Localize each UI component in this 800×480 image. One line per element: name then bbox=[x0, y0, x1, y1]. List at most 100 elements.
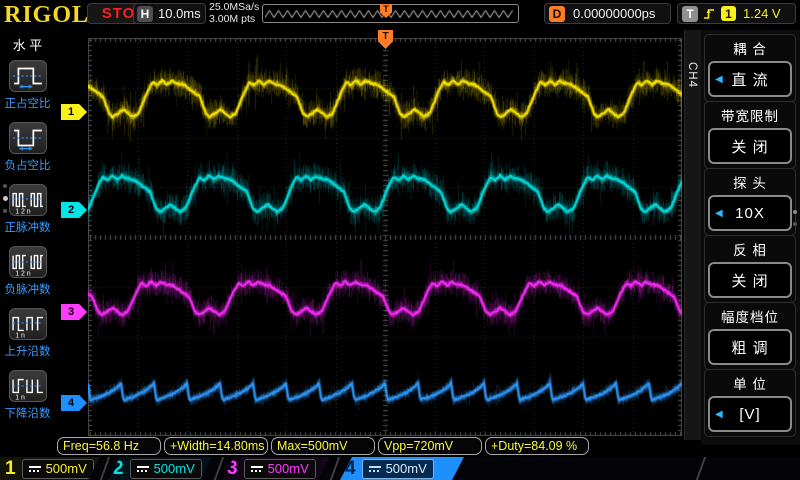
channel-number: 2 bbox=[113, 457, 124, 480]
menu-value: 关 闭 bbox=[731, 270, 768, 291]
menu-label-coupling: 耦 合 bbox=[708, 37, 792, 61]
softkey-menu: 耦 合 ◀ 直 流 带宽限制 关 闭 探 头 ◀ 10X 反 相 关 闭 bbox=[701, 30, 800, 445]
sidebar-item-falling-edge-count[interactable]: 1 n 下降沿数 bbox=[0, 370, 55, 421]
chevron-left-icon: ◀ bbox=[715, 409, 724, 420]
sidebar-label: 负脉冲数 bbox=[0, 281, 55, 297]
sidebar-item-negative-pulse-count[interactable]: 1 2 n 负脉冲数 bbox=[0, 246, 55, 297]
menu-value: [V] bbox=[739, 406, 760, 423]
sidebar-title-horizontal: 水 平 bbox=[0, 35, 55, 54]
divider bbox=[214, 457, 224, 480]
sidebar-item-positive-duty-cycle[interactable]: 正占空比 bbox=[0, 60, 55, 111]
menu-value: 关 闭 bbox=[731, 136, 768, 157]
channel-number: 4 bbox=[345, 457, 356, 480]
negative-pulse-count-icon: 1 2 n bbox=[9, 246, 47, 278]
channel-4-position-marker[interactable]: 4 bbox=[61, 395, 87, 411]
delay-badge: D bbox=[549, 6, 565, 22]
measurement-vpp: Vpp=720mV bbox=[378, 437, 482, 455]
svg-text:1 n: 1 n bbox=[15, 394, 25, 401]
horizontal-badge: H bbox=[137, 6, 153, 22]
channel-3-position-marker[interactable]: 3 bbox=[61, 304, 87, 320]
active-channel-tab: CH4 bbox=[686, 62, 698, 88]
sidebar-label: 正占空比 bbox=[0, 95, 55, 111]
positive-pulse-count-icon: 1 2 n bbox=[9, 184, 47, 216]
menu-button-unit[interactable]: ◀ [V] bbox=[708, 396, 792, 432]
menu-value: 粗 调 bbox=[731, 337, 768, 358]
menu-button-invert[interactable]: 关 闭 bbox=[708, 262, 792, 298]
menu-label-probe: 探 头 bbox=[708, 171, 792, 195]
measurement-pwidth: +Width=14.80ms bbox=[164, 437, 268, 455]
dc-coupling-icon bbox=[369, 466, 381, 472]
dc-coupling-icon bbox=[137, 466, 149, 472]
rigol-logo: RIGOL bbox=[4, 2, 89, 29]
menu-label-invert: 反 相 bbox=[708, 238, 792, 262]
channel-4-status-selected[interactable]: 4 500mV bbox=[340, 457, 464, 480]
menu-group-unit: 单 位 ◀ [V] bbox=[704, 369, 796, 437]
dc-coupling-icon bbox=[29, 466, 41, 472]
channel-scale: 500mV bbox=[154, 461, 195, 476]
channel-1-status[interactable]: 1 500mV bbox=[0, 457, 100, 480]
svg-text:1 2 n: 1 2 n bbox=[15, 270, 31, 277]
trigger-level-value: 1.24 V bbox=[743, 6, 781, 21]
divider bbox=[330, 457, 340, 480]
svg-text:1 n: 1 n bbox=[15, 332, 25, 339]
rising-edge-count-icon: 1 n bbox=[9, 308, 47, 340]
menu-value: 10X bbox=[735, 205, 765, 222]
channel-1-position-marker[interactable]: 1 bbox=[61, 104, 87, 120]
dc-coupling-icon bbox=[251, 466, 263, 472]
sidebar-label: 正脉冲数 bbox=[0, 219, 55, 235]
channel-3-status[interactable]: 3 500mV bbox=[222, 457, 330, 480]
acquisition-info: 25.0MSa/s 3.00M pts bbox=[209, 2, 259, 25]
channel-number: 1 bbox=[5, 457, 16, 480]
sample-rate: 25.0MSa/s bbox=[209, 2, 259, 14]
trigger-delay[interactable]: D 0.00000000ps bbox=[544, 3, 671, 24]
channel-scale: 500mV bbox=[46, 461, 87, 476]
divider bbox=[100, 457, 110, 480]
trigger-badge: T bbox=[682, 6, 698, 22]
menu-group-invert: 反 相 关 闭 bbox=[704, 235, 796, 303]
positive-duty-cycle-icon bbox=[9, 60, 47, 92]
chevron-left-icon: ◀ bbox=[715, 74, 724, 85]
channel-number: 3 bbox=[227, 457, 238, 480]
channel-scale: 500mV bbox=[268, 461, 309, 476]
delay-value: 0.00000000ps bbox=[573, 6, 655, 21]
memory-depth: 3.00M pts bbox=[209, 14, 259, 26]
sidebar-item-rising-edge-count[interactable]: 1 n 上升沿数 bbox=[0, 308, 55, 359]
divider bbox=[696, 457, 706, 480]
channel-scale: 500mV bbox=[386, 461, 427, 476]
waveform-display bbox=[88, 38, 682, 436]
trigger-slope-rising-icon bbox=[703, 7, 716, 21]
sidebar-label: 负占空比 bbox=[0, 157, 55, 173]
measurement-max: Max=500mV bbox=[271, 437, 375, 455]
channel-2-status[interactable]: 2 500mV bbox=[108, 457, 212, 480]
active-channel-tab-strip: CH4 bbox=[684, 30, 701, 440]
horizontal-timebase[interactable]: H 10.0ms bbox=[133, 3, 206, 24]
menu-label-volts-adjust-mode: 幅度档位 bbox=[708, 305, 792, 329]
sidebar-item-negative-duty-cycle[interactable]: 负占空比 bbox=[0, 122, 55, 173]
oscilloscope-screen: RIGOL STOP H 10.0ms 25.0MSa/s 3.00M pts … bbox=[0, 0, 800, 480]
measurement-freq: Freq=56.8 Hz bbox=[57, 437, 161, 455]
menu-button-coupling[interactable]: ◀ 直 流 bbox=[708, 61, 792, 97]
waveform-memory-preview: T bbox=[262, 4, 519, 23]
channel-status-bar: 1 500mV 2 500mV 3 500mV 4 bbox=[0, 457, 800, 480]
svg-text:1 2 n: 1 2 n bbox=[15, 208, 31, 215]
menu-group-volts-adjust-mode: 幅度档位 粗 调 bbox=[704, 302, 796, 370]
menu-button-probe[interactable]: ◀ 10X bbox=[708, 195, 792, 231]
trigger-source-badge: 1 bbox=[721, 6, 736, 21]
menu-label-unit: 单 位 bbox=[708, 372, 792, 396]
menu-button-volts-adjust-mode[interactable]: 粗 调 bbox=[708, 329, 792, 365]
menu-page-indicator bbox=[792, 202, 798, 234]
falling-edge-count-icon: 1 n bbox=[9, 370, 47, 402]
trigger-status[interactable]: T 1 1.24 V bbox=[677, 3, 796, 24]
menu-button-bandwidth-limit[interactable]: 关 闭 bbox=[708, 128, 792, 164]
channel-2-position-marker[interactable]: 2 bbox=[61, 202, 87, 218]
chevron-left-icon: ◀ bbox=[715, 208, 724, 219]
menu-group-coupling: 耦 合 ◀ 直 流 bbox=[704, 34, 796, 102]
timebase-value: 10.0ms bbox=[158, 6, 201, 21]
menu-group-probe: 探 头 ◀ 10X bbox=[704, 168, 796, 236]
sidebar-label: 上升沿数 bbox=[0, 343, 55, 359]
measurement-pduty: +Duty=84.09 % bbox=[485, 437, 589, 455]
negative-duty-cycle-icon bbox=[9, 122, 47, 154]
menu-group-bandwidth-limit: 带宽限制 关 闭 bbox=[704, 101, 796, 169]
menu-value: 直 流 bbox=[731, 69, 768, 90]
sidebar-scroll-indicator bbox=[1, 176, 9, 221]
